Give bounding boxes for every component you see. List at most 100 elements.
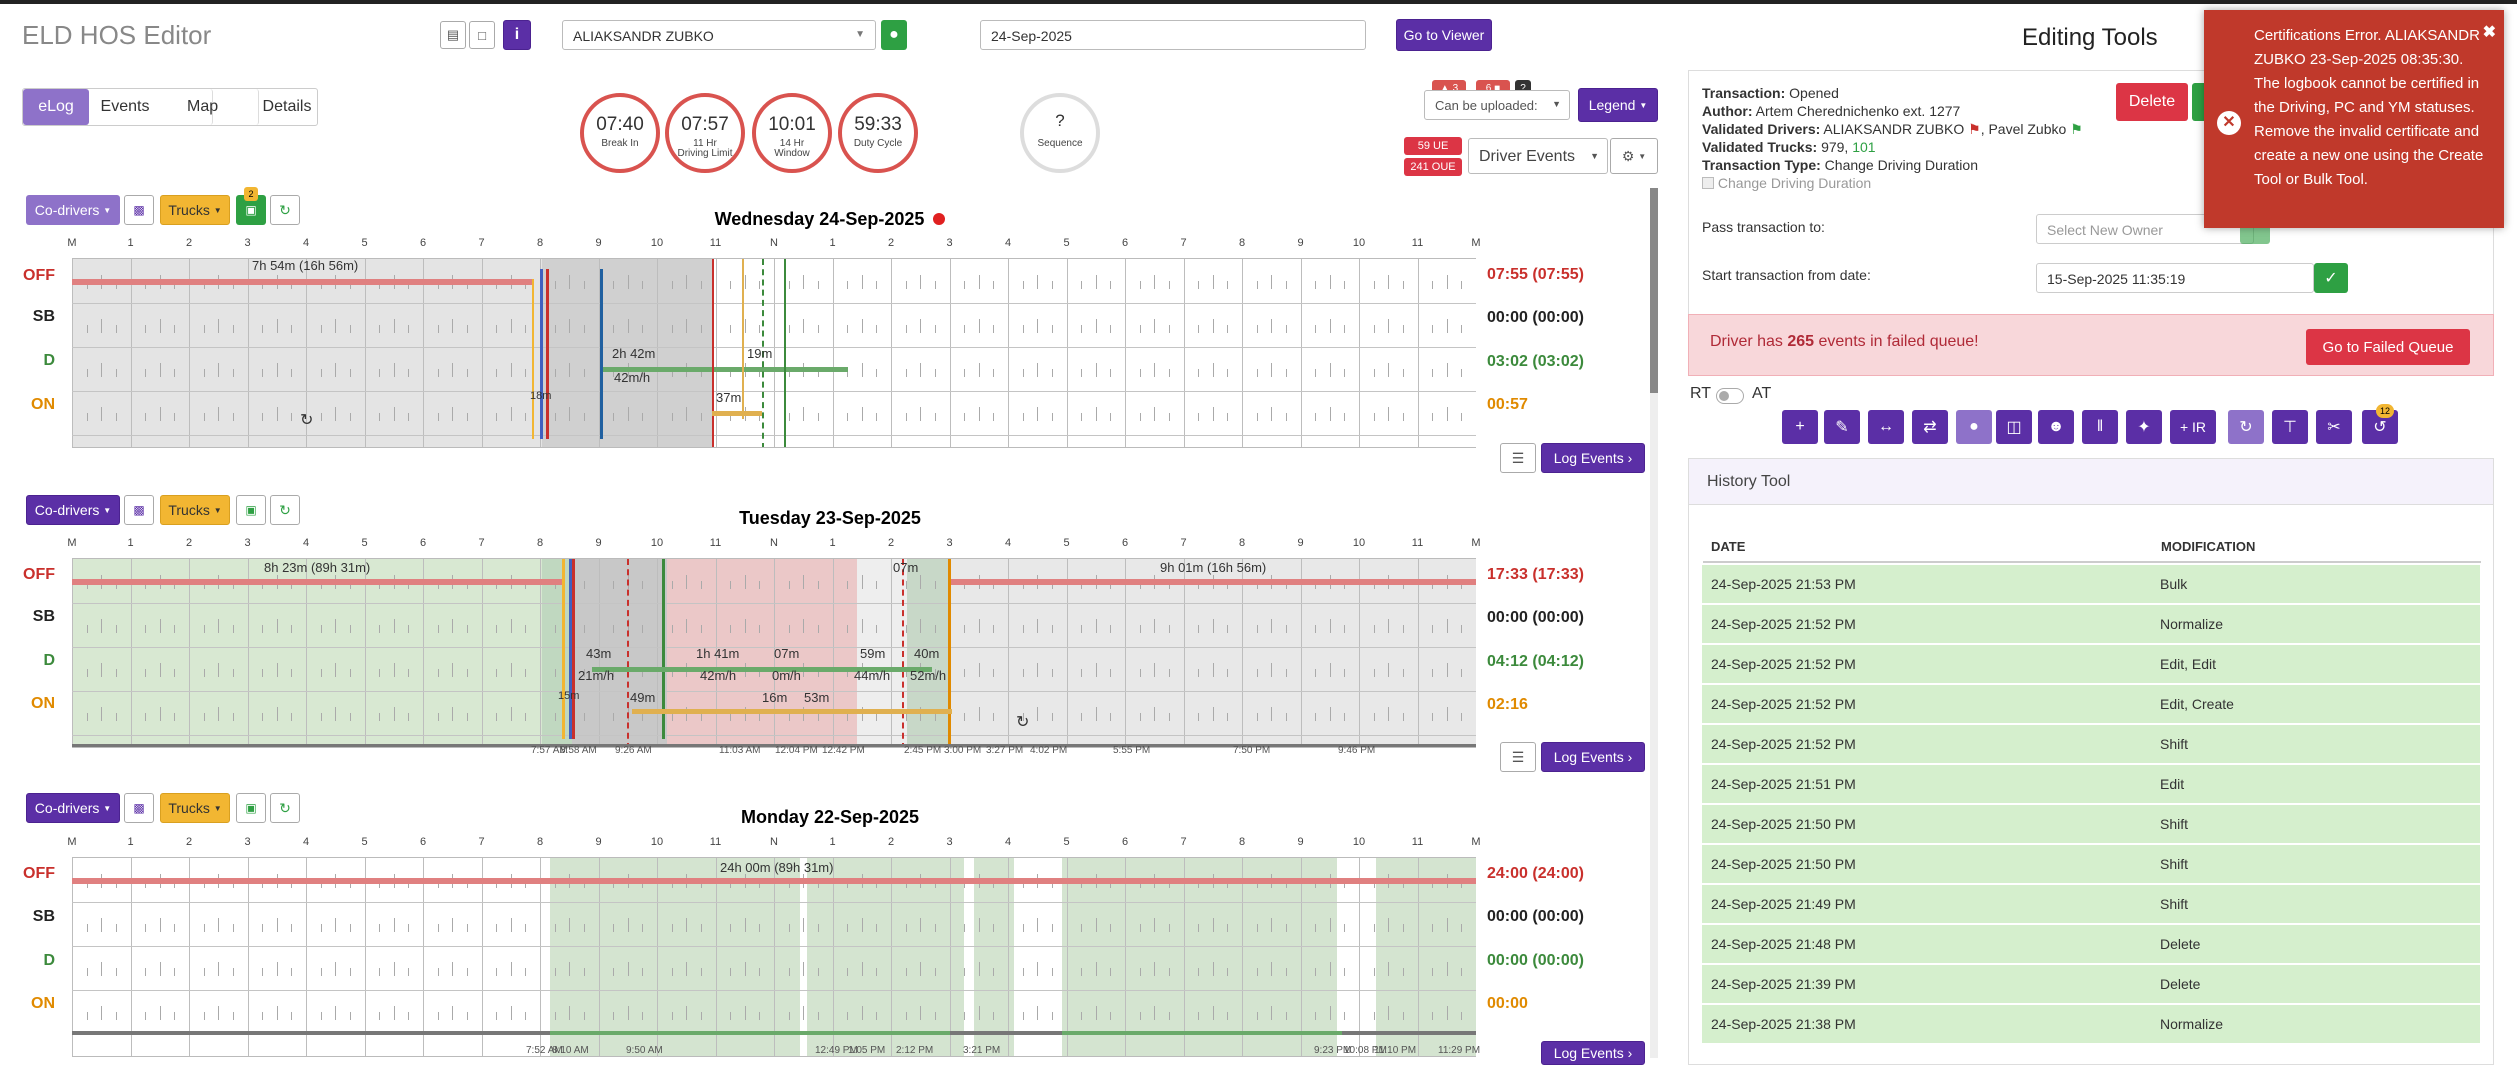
gauge-driving-limit: 07:57 11 Hr Driving Limit bbox=[665, 93, 745, 173]
close-icon[interactable]: ✖ bbox=[2482, 24, 2496, 41]
ue-badge[interactable]: 59 UE bbox=[1404, 137, 1462, 155]
truck-icon-button[interactable]: ▩ bbox=[124, 195, 154, 225]
history-date: 24-Sep-2025 21:52 PM bbox=[1711, 656, 1856, 672]
codrivers-button[interactable]: Co-drivers ▼ bbox=[26, 495, 120, 525]
hour-label: 8 bbox=[536, 836, 544, 848]
group-tool-button[interactable]: ☻ bbox=[2038, 410, 2074, 444]
annotation-on3: 53m bbox=[804, 690, 830, 705]
time-tick: 7:57 AM bbox=[531, 745, 568, 756]
go-to-failed-queue-button[interactable]: Go to Failed Queue bbox=[2306, 329, 2470, 365]
history-row[interactable]: 24-Sep-2025 21:49 PM Shift bbox=[1702, 885, 2480, 923]
time-tick: 9:23 PM bbox=[1314, 1045, 1352, 1056]
hour-label: 7 bbox=[478, 836, 485, 848]
hour-label: 4 bbox=[1004, 537, 1012, 549]
scrollbar-track[interactable] bbox=[1650, 188, 1658, 1058]
history-row[interactable]: 24-Sep-2025 21:38 PM Normalize bbox=[1702, 1005, 2480, 1043]
refresh-button[interactable]: ↻ bbox=[270, 495, 300, 525]
magic-tool-button[interactable]: ✦ bbox=[2126, 410, 2162, 444]
normalize-tool-button[interactable]: ↻ bbox=[2228, 410, 2264, 444]
pin-icon: ⚑ bbox=[2070, 121, 2083, 137]
start-date-input[interactable]: 15-Sep-2025 11:35:19 bbox=[2036, 263, 2314, 293]
log-events-button[interactable]: Log Events › bbox=[1541, 742, 1645, 772]
codrivers-button[interactable]: Co-drivers ▼ bbox=[26, 195, 120, 225]
swap-tool-button[interactable]: ⇄ bbox=[1912, 410, 1948, 444]
certification-error-toast: ✕ Certifications Error. ALIAKSANDR ZUBKO… bbox=[2204, 10, 2504, 228]
editing-tools-title: Editing Tools bbox=[2022, 24, 2158, 51]
new-owner-select[interactable]: Select New Owner bbox=[2036, 214, 2254, 244]
settings-dropdown-button[interactable]: ⚙ ▼ bbox=[1610, 138, 1658, 174]
date-input[interactable]: 24-Sep-2025 bbox=[980, 20, 1366, 50]
history-row[interactable]: 24-Sep-2025 21:50 PM Shift bbox=[1702, 845, 2480, 883]
rt-at-toggle[interactable] bbox=[1716, 388, 1744, 404]
columns-tool-button[interactable]: ‖ bbox=[2082, 410, 2118, 444]
history-row[interactable]: 24-Sep-2025 21:53 PM Bulk bbox=[1702, 565, 2480, 603]
tab-events[interactable]: Events bbox=[91, 89, 213, 125]
tab-map[interactable]: Map bbox=[159, 89, 259, 125]
refresh-button[interactable]: ↻ bbox=[270, 793, 300, 823]
driver-profile-button[interactable]: ● bbox=[881, 20, 907, 50]
hour-label: 9 bbox=[1297, 537, 1304, 549]
go-to-viewer-button[interactable]: Go to Viewer bbox=[1396, 19, 1492, 51]
stretch-tool-button[interactable]: ↔ bbox=[1868, 410, 1904, 444]
log-events-button[interactable]: Log Events › bbox=[1541, 1041, 1645, 1065]
start-date-confirm-button[interactable]: ✓ bbox=[2314, 263, 2348, 293]
history-row[interactable]: 24-Sep-2025 21:52 PM Edit, Edit bbox=[1702, 645, 2480, 683]
check-icon: ✓ bbox=[2324, 270, 2338, 287]
error-icon: ✕ bbox=[2217, 111, 2241, 135]
trucks-button[interactable]: Trucks ▼ bbox=[160, 495, 230, 525]
app-title: ELD HOS Editor bbox=[22, 20, 212, 50]
oue-badge[interactable]: 241 OUE bbox=[1404, 158, 1462, 176]
legend-button[interactable]: Legend ▼ bbox=[1578, 88, 1658, 122]
history-row[interactable]: 24-Sep-2025 21:51 PM Edit bbox=[1702, 765, 2480, 803]
driver-events-select[interactable]: Driver Events ▼ bbox=[1468, 138, 1608, 174]
delete-transaction-button[interactable]: Delete bbox=[2116, 83, 2188, 121]
day-graph[interactable] bbox=[72, 558, 1476, 748]
gauge-duty-cycle: 59:33 Duty Cycle bbox=[838, 93, 918, 173]
ir-tool-button[interactable]: + IR bbox=[2170, 410, 2216, 444]
total-on: 00:00 bbox=[1487, 995, 1528, 1012]
tab-details[interactable]: Details bbox=[262, 98, 312, 115]
trailer-icon-button[interactable]: ▣ bbox=[236, 495, 266, 525]
day-graph[interactable] bbox=[72, 857, 1476, 1057]
history-row[interactable]: 24-Sep-2025 21:52 PM Normalize bbox=[1702, 605, 2480, 643]
tab-elog[interactable]: eLog bbox=[23, 89, 89, 125]
shift-tool-button[interactable]: ⊤ bbox=[2272, 410, 2308, 444]
history-row[interactable]: 24-Sep-2025 21:50 PM Shift bbox=[1702, 805, 2480, 843]
hour-label: N bbox=[770, 237, 778, 249]
history-row[interactable]: 24-Sep-2025 21:48 PM Delete bbox=[1702, 925, 2480, 963]
trucks-button[interactable]: Trucks ▼ bbox=[160, 195, 230, 225]
truck-icon-button[interactable]: ▩ bbox=[124, 793, 154, 823]
day-graph[interactable] bbox=[72, 258, 1476, 448]
log-events-button[interactable]: Log Events › bbox=[1541, 443, 1645, 473]
driver-tool-button[interactable]: ● bbox=[1956, 410, 1992, 444]
history-row[interactable]: 24-Sep-2025 21:39 PM Delete bbox=[1702, 965, 2480, 1003]
change-driving-checkbox[interactable] bbox=[1702, 177, 1714, 189]
history-row[interactable]: 24-Sep-2025 21:52 PM Shift bbox=[1702, 725, 2480, 763]
hour-label: 4 bbox=[302, 836, 310, 848]
driver-select[interactable]: ALIAKSANDR ZUBKO ▼ bbox=[562, 20, 876, 50]
history-row[interactable]: 24-Sep-2025 21:52 PM Edit, Create bbox=[1702, 685, 2480, 723]
info-button[interactable]: i bbox=[503, 20, 531, 50]
annotation-s1: 21m/h bbox=[578, 668, 615, 683]
time-tick: 7:52 AM bbox=[526, 1045, 563, 1056]
transaction-info: Transaction: Opened Author: Artem Chered… bbox=[1702, 85, 2083, 191]
document-icon-button[interactable]: ▤ bbox=[440, 21, 466, 49]
trucks-button[interactable]: Trucks ▼ bbox=[160, 793, 230, 823]
can-be-uploaded-select[interactable]: Can be uploaded: ▼ bbox=[1424, 90, 1570, 120]
hour-label: 1 bbox=[127, 237, 134, 249]
cut-tool-button[interactable]: ✂ bbox=[2316, 410, 2352, 444]
edit-tool-button[interactable]: ✎ bbox=[1824, 410, 1860, 444]
truck-icon-button[interactable]: ▩ bbox=[124, 495, 154, 525]
trailer-icon-button[interactable]: ▣ bbox=[236, 793, 266, 823]
note-icon-button[interactable]: □ bbox=[469, 21, 495, 49]
hour-label: 8 bbox=[1238, 237, 1246, 249]
refresh-button[interactable]: ↻ bbox=[270, 195, 300, 225]
history-date: 24-Sep-2025 21:39 PM bbox=[1711, 976, 1856, 992]
create-tool-button[interactable]: + bbox=[1782, 410, 1818, 444]
hour-label: M bbox=[1471, 537, 1481, 549]
scrollbar-thumb[interactable] bbox=[1650, 188, 1658, 393]
comment-button[interactable]: ☰ bbox=[1500, 443, 1536, 473]
codrivers-button[interactable]: Co-drivers ▼ bbox=[26, 793, 120, 823]
delete-tool-button[interactable]: ◫ bbox=[1996, 410, 2032, 444]
comment-button[interactable]: ☰ bbox=[1500, 742, 1536, 772]
